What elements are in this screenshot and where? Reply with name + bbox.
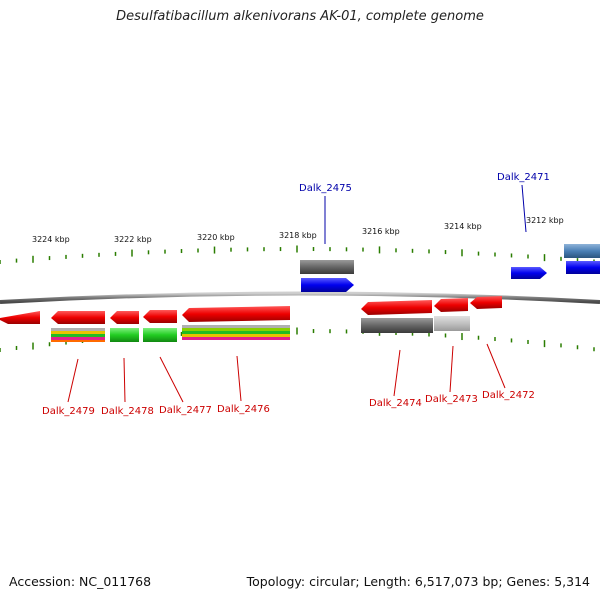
scale-labels: 3224 kbp 3222 kbp 3220 kbp 3218 kbp 3216… (32, 216, 564, 244)
gene-label-dalk-2471: Dalk_2471 (497, 172, 550, 183)
reverse-cds-arrow (434, 298, 468, 312)
reverse-cds-arrow (110, 311, 139, 324)
forward-cds-feature (566, 261, 600, 274)
gene-label-dalk-2473: Dalk_2473 (425, 394, 478, 405)
scale-label-3216: 3216 kbp (362, 227, 400, 236)
scale-label-3214: 3214 kbp (444, 222, 482, 231)
forward-cds-arrow (301, 278, 354, 292)
gene-labels: Dalk_2475 Dalk_2471 Dalk_2479 Dalk_2478 … (42, 172, 550, 417)
label-leaders (67, 184, 527, 403)
reverse-cds-arrow (51, 311, 105, 324)
gene-label-dalk-2475: Dalk_2475 (299, 183, 352, 194)
gene-label-dalk-2479: Dalk_2479 (42, 406, 95, 417)
accession-text: Accession: NC_011768 (9, 574, 152, 589)
reverse-cds-arrow (470, 296, 502, 309)
gene-label-dalk-2478: Dalk_2478 (101, 406, 154, 417)
gene-label-dalk-2477: Dalk_2477 (159, 405, 212, 416)
scale-label-3224: 3224 kbp (32, 235, 70, 244)
scale-label-3212: 3212 kbp (526, 216, 564, 225)
gene-label-dalk-2476: Dalk_2476 (217, 404, 270, 415)
scale-label-3220: 3220 kbp (197, 233, 235, 242)
reverse-cds-arrow (361, 300, 432, 315)
forward-gene-feature (564, 244, 600, 258)
gene-label-dalk-2474: Dalk_2474 (369, 398, 422, 409)
reverse-strand-features (0, 296, 502, 342)
reverse-annotation-bars (51, 316, 470, 342)
genome-stats-text: Topology: circular; Length: 6,517,073 bp… (246, 574, 590, 589)
genome-backbone (0, 291, 600, 304)
scale-ticks-outer (0, 245, 595, 264)
forward-strand-features (300, 244, 600, 292)
reverse-cds-arrow (182, 306, 290, 322)
map-title: Desulfatibacillum alkenivorans AK-01, co… (116, 9, 484, 24)
gene-label-dalk-2472: Dalk_2472 (482, 390, 535, 401)
scale-label-3222: 3222 kbp (114, 235, 152, 244)
forward-cds-arrow (511, 267, 547, 279)
reverse-cds-arrow (143, 310, 177, 323)
scale-label-3218: 3218 kbp (279, 231, 317, 240)
forward-gene-feature (300, 260, 354, 274)
reverse-cds-arrow (0, 311, 40, 324)
